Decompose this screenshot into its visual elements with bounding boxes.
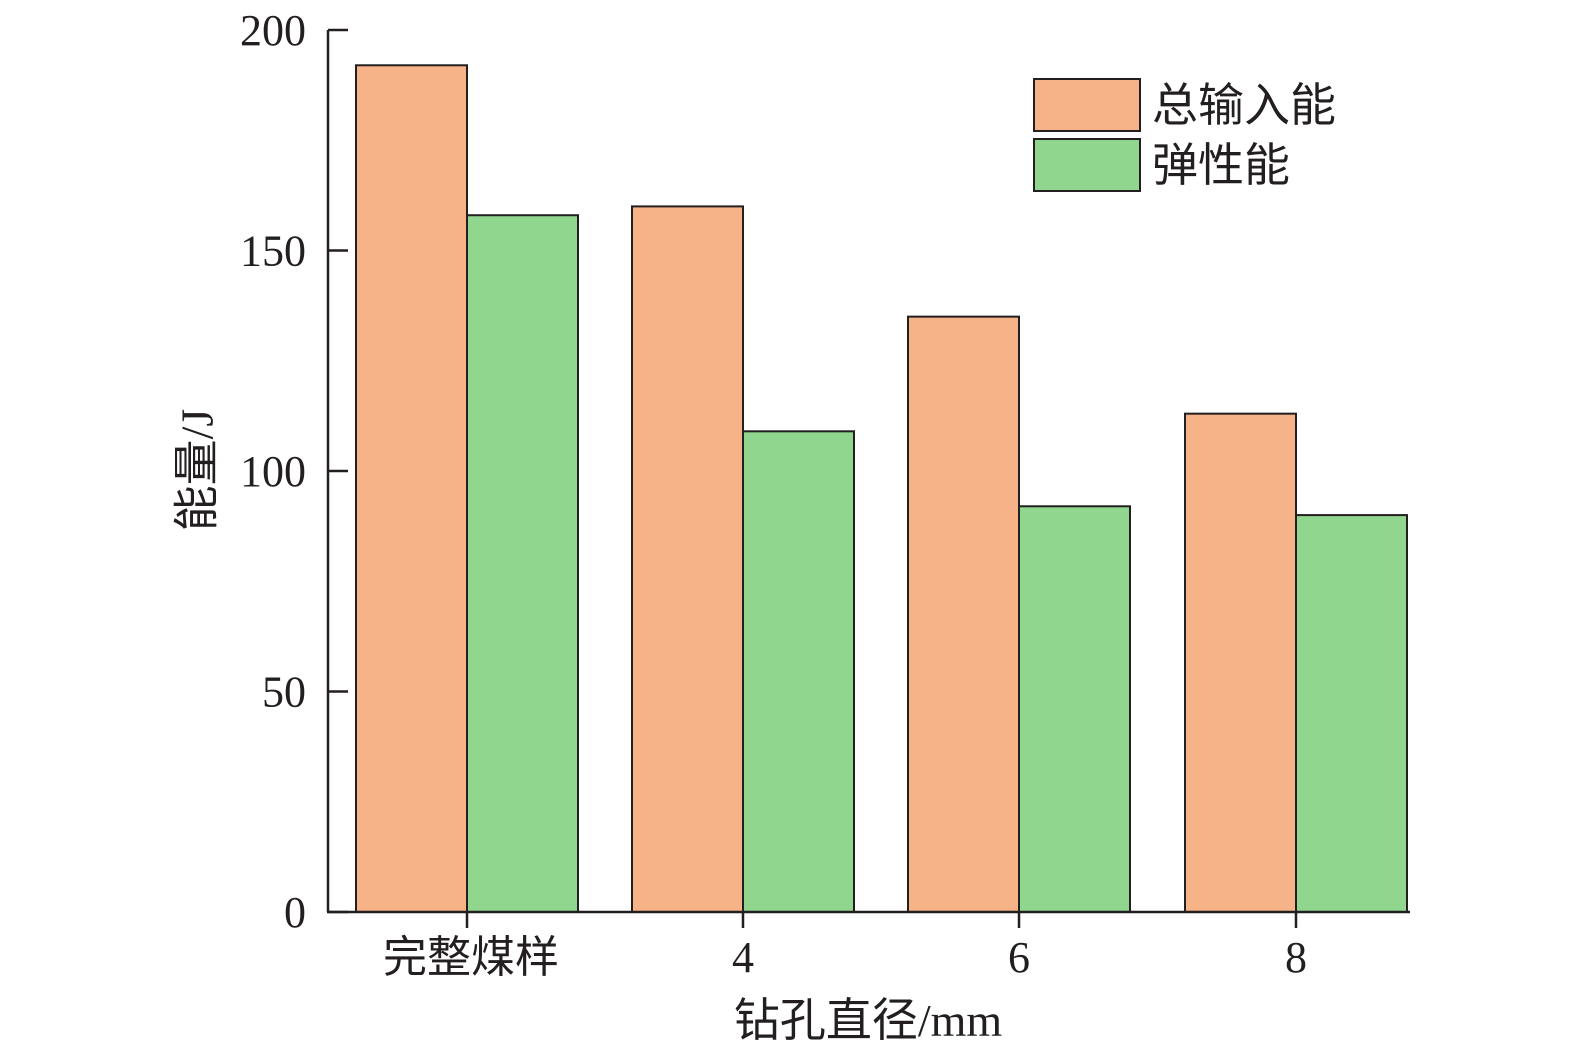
legend-label-0: 总输入能	[1152, 80, 1336, 131]
y-tick-label: 200	[240, 6, 306, 55]
bar-series-1-cat-0	[466, 214, 579, 914]
bar-series-1-cat-2	[1018, 505, 1131, 913]
y-tick-label: 150	[240, 227, 306, 276]
legend-swatch-0	[1033, 78, 1141, 132]
y-tick-label: 100	[240, 447, 306, 496]
bar-series-1-cat-3	[1295, 514, 1408, 913]
bars-group	[355, 64, 1408, 914]
bar-series-1-cat-1	[742, 430, 855, 913]
bar-series-0-cat-1	[631, 205, 744, 913]
bar-series-0-cat-2	[907, 315, 1020, 913]
legend-label-1: 弹性能	[1152, 140, 1290, 191]
bar-series-0-cat-0	[355, 64, 468, 913]
x-tick-label: 完整煤样	[383, 933, 559, 982]
legend-swatch-1	[1033, 138, 1141, 192]
x-tick-label: 4	[732, 933, 754, 982]
bar-series-0-cat-3	[1184, 412, 1297, 913]
y-tick-label: 50	[262, 668, 306, 717]
y-tick-label: 0	[284, 888, 306, 937]
x-tick-label: 8	[1285, 933, 1307, 982]
y-axis-title: 能量/J	[172, 409, 223, 532]
x-axis-title: 钻孔直径/mm	[734, 995, 1003, 1046]
y-ticks-group: 0 50 100 150 200	[240, 6, 348, 937]
x-ticks-group: 完整煤样 4 6 8	[383, 912, 1307, 982]
x-tick-label: 6	[1008, 933, 1030, 982]
